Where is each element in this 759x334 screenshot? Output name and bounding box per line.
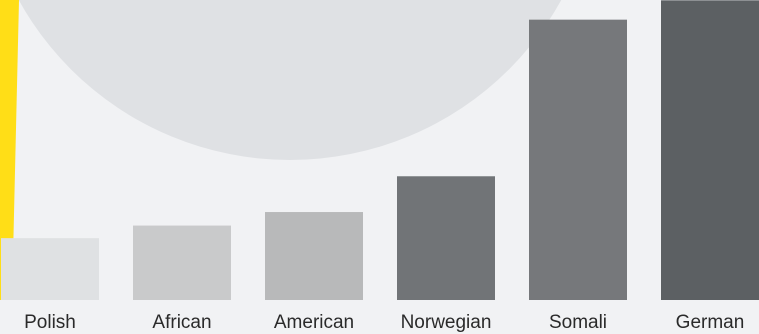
tick-label-american: American (274, 312, 354, 333)
tick-label-african: African (152, 312, 211, 333)
tick-label-somali: Somali (549, 312, 607, 333)
tick-label-norwegian: Norwegian (401, 312, 492, 333)
accent-stripe (0, 0, 19, 300)
bar-polish (1, 238, 99, 300)
tick-label-german: German (676, 312, 745, 333)
bar-german (661, 0, 759, 300)
decor-circle (18, 0, 562, 160)
bar-african (133, 225, 231, 300)
bar-somali (529, 19, 627, 301)
bar-norwegian (397, 176, 495, 300)
tick-label-polish: Polish (24, 312, 76, 333)
bar-american (265, 212, 363, 300)
category-labels: Polish African American Norwegian Somali Germ… (24, 312, 744, 333)
bars-group (1, 0, 759, 301)
